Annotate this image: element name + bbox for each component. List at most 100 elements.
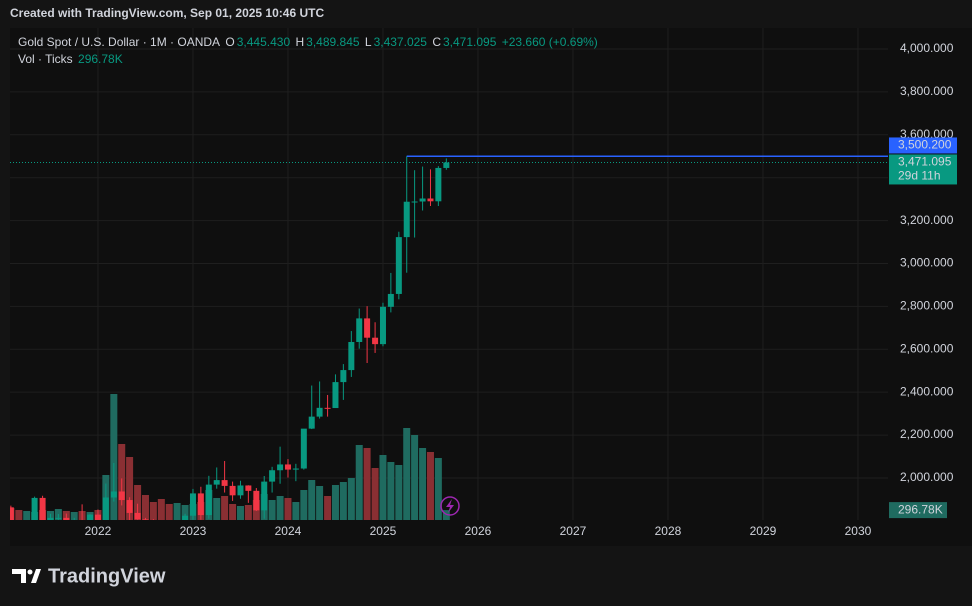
volume-bar xyxy=(126,457,134,520)
volume-tag xyxy=(889,502,947,519)
event-icon[interactable] xyxy=(440,496,460,516)
candle-body xyxy=(118,491,125,501)
candle-body xyxy=(269,470,276,482)
symbol-title: Gold Spot / U.S. Dollar · 1M · OANDA xyxy=(18,35,221,49)
candle-body xyxy=(47,517,54,520)
candle-body xyxy=(356,318,363,342)
volume-bar xyxy=(181,505,189,520)
candle-body xyxy=(94,514,101,520)
x-tick-label: 2027 xyxy=(560,524,587,538)
volume-bar xyxy=(157,499,165,520)
y-tick-label: 2,000.000 xyxy=(900,470,954,484)
candle-body xyxy=(102,497,109,520)
candle-body xyxy=(443,162,450,168)
candle-body xyxy=(166,551,172,557)
volume-bar xyxy=(363,448,371,520)
price-axis xyxy=(888,28,972,546)
volume-bar xyxy=(324,496,332,520)
candle-body xyxy=(110,491,117,498)
y-tick-label: 3,000.000 xyxy=(900,256,954,270)
horizontal-line-label: 3,500.200 xyxy=(898,138,952,152)
candle-body xyxy=(427,198,434,202)
l-label: L xyxy=(364,35,372,49)
x-tick-label: 2025 xyxy=(370,524,397,538)
candle-body xyxy=(261,481,268,511)
volume-tag-label: 296.78K xyxy=(898,502,943,516)
candle-body xyxy=(182,515,189,520)
candle-body xyxy=(308,416,315,429)
credit: Created with TradingView.com, Sep 01, 20… xyxy=(10,6,324,20)
volume-bar xyxy=(236,506,244,520)
candle-body xyxy=(379,306,386,345)
candle-body xyxy=(277,464,284,471)
y-tick-label: 3,800.000 xyxy=(900,84,954,98)
y-tick-label: 2,600.000 xyxy=(900,341,954,355)
volume-bar xyxy=(276,496,284,520)
volume-bar xyxy=(284,498,292,520)
h-label: H xyxy=(295,35,305,49)
volume-bar xyxy=(339,482,347,520)
candle-body xyxy=(387,293,394,307)
x-tick-label: 2023 xyxy=(180,524,207,538)
candle-body xyxy=(284,464,291,470)
volume-bar xyxy=(229,504,237,520)
volume-bar xyxy=(134,485,142,520)
countdown: 29d 11h xyxy=(898,169,941,183)
change: +23.660 (+0.69%) xyxy=(501,35,598,49)
volume-bar xyxy=(355,445,363,520)
y-tick-label: 4,000.000 xyxy=(900,41,954,55)
c-value: 3,471.095 xyxy=(442,35,497,49)
volume-bar xyxy=(23,511,31,520)
candle-body xyxy=(395,237,402,294)
candle-body xyxy=(197,493,204,516)
h-value: 3,489.845 xyxy=(306,35,360,49)
volume-bar xyxy=(442,510,450,520)
candle-body xyxy=(213,480,220,485)
last-price-tag xyxy=(889,154,957,185)
candle-body xyxy=(348,341,355,371)
candle-body xyxy=(31,497,38,520)
candle-body xyxy=(332,382,339,409)
candle-body xyxy=(316,407,323,417)
volume-bar xyxy=(379,455,387,520)
y-tick-label: 3,200.000 xyxy=(900,213,954,227)
candle-body xyxy=(126,500,133,513)
candle-body xyxy=(237,485,244,496)
candle-body xyxy=(340,370,347,383)
logo-text: TradingView xyxy=(48,565,166,587)
o-label: O xyxy=(225,35,235,49)
candle-body xyxy=(87,514,94,520)
candle-body xyxy=(39,497,46,520)
logo-icon xyxy=(12,569,41,583)
volume-bar xyxy=(268,500,276,520)
x-tick-label: 2028 xyxy=(655,524,682,538)
l-value: 3,437.025 xyxy=(373,35,427,49)
candle-body xyxy=(229,485,236,496)
y-tick-label: 2,200.000 xyxy=(900,427,954,441)
event-bolt xyxy=(446,499,454,513)
candle-body xyxy=(403,201,410,238)
candle-body xyxy=(324,407,331,409)
x-tick-label: 2029 xyxy=(750,524,777,538)
volume-bar xyxy=(387,462,395,520)
volume-bar xyxy=(149,502,157,520)
volume-bar xyxy=(395,465,403,520)
candle-body xyxy=(63,517,70,520)
y-tick-label: 2,400.000 xyxy=(900,384,954,398)
x-tick-label: 2022 xyxy=(85,524,112,538)
time-axis xyxy=(10,520,888,546)
volume-bar xyxy=(308,480,316,520)
volume-bar xyxy=(426,452,434,520)
volume-bar xyxy=(213,498,221,520)
volume-legend: Vol · Ticks 296.78K xyxy=(18,52,125,66)
last-price-label: 3,471.095 xyxy=(898,155,952,169)
volume-bar xyxy=(165,504,173,520)
candle-body xyxy=(372,337,379,345)
volume-title: Vol · Ticks xyxy=(18,52,73,66)
plot-area xyxy=(10,28,888,520)
volume-bar xyxy=(331,485,339,520)
candle-body xyxy=(142,519,149,520)
volume-bar xyxy=(15,510,23,520)
